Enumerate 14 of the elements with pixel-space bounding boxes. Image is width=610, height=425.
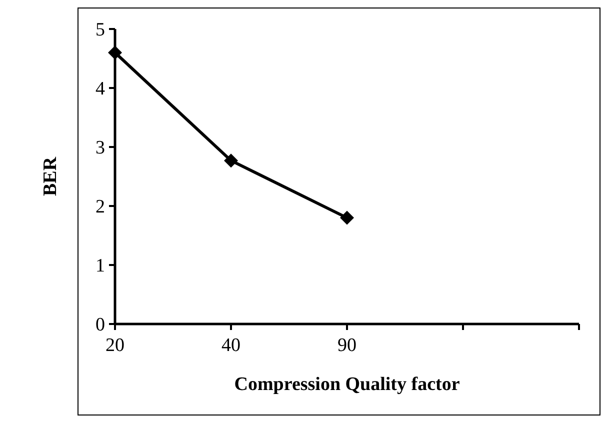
point: [108, 46, 122, 60]
y-axis-title: BER: [40, 156, 61, 196]
x-tick-label: 40: [222, 335, 240, 356]
y-tick-label: 2: [96, 196, 105, 218]
y-tick-label: 0: [96, 314, 105, 336]
y-tick-label: 3: [96, 138, 105, 159]
x-tick-label: 20: [106, 335, 124, 356]
x-axis-title: Compression Quality factor: [234, 374, 460, 395]
x-tick-label: 90: [338, 335, 356, 356]
y-tick-label: 1: [96, 256, 105, 277]
point: [224, 154, 238, 168]
y-tick-label: 4: [96, 78, 106, 100]
y-tick-label: 5: [96, 20, 105, 41]
point: [340, 210, 354, 225]
